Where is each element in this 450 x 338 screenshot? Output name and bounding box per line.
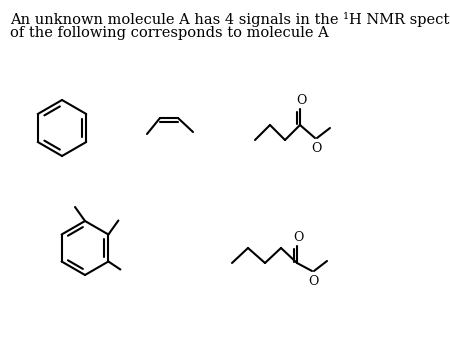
Text: of the following corresponds to molecule A: of the following corresponds to molecule… bbox=[10, 26, 329, 40]
Text: O: O bbox=[293, 231, 303, 244]
Text: An unknown molecule A has 4 signals in the ¹H NMR spectrum.  Which: An unknown molecule A has 4 signals in t… bbox=[10, 12, 450, 27]
Text: O: O bbox=[311, 142, 321, 155]
Text: O: O bbox=[308, 275, 318, 288]
Text: O: O bbox=[296, 94, 306, 107]
